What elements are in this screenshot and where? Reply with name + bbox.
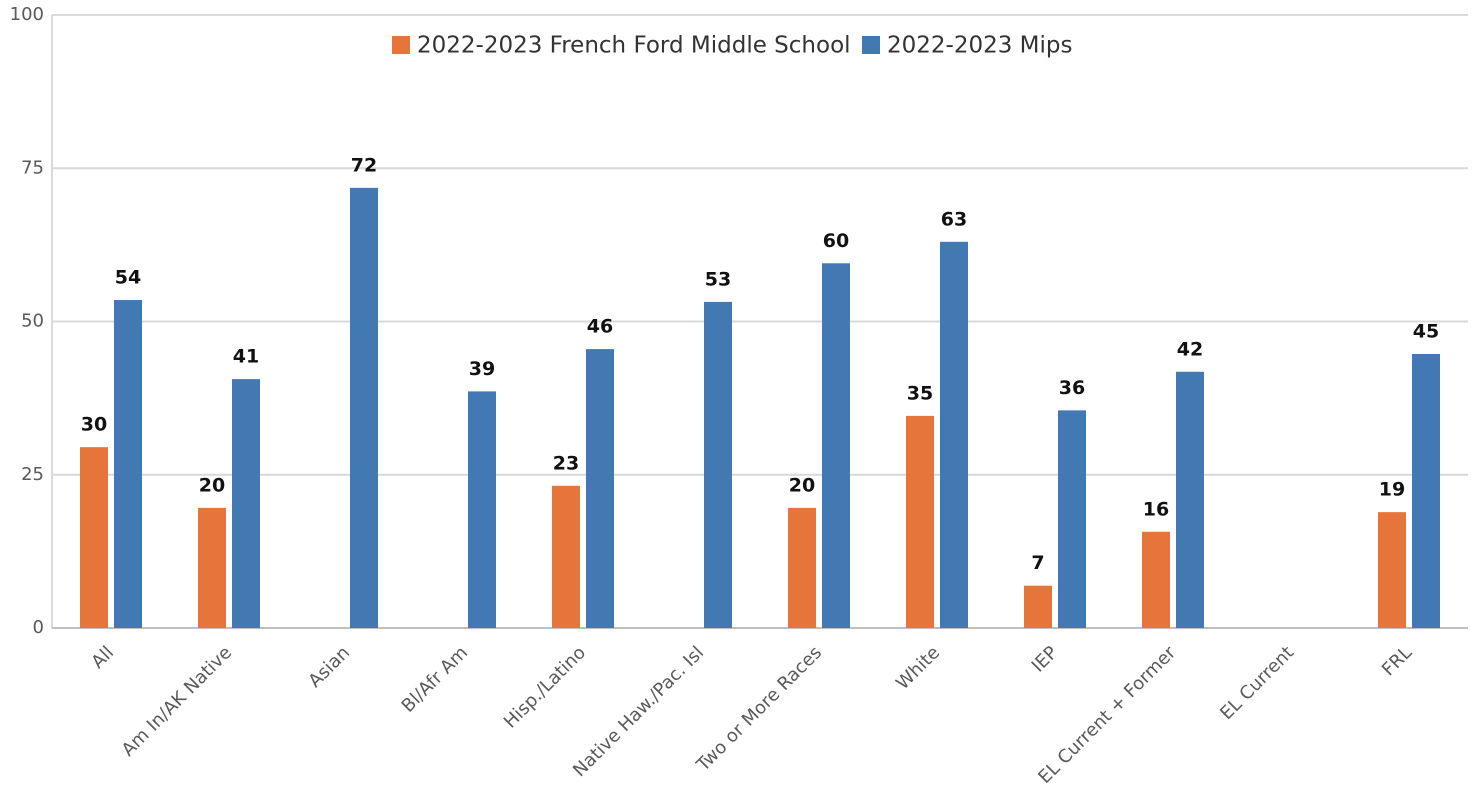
x-tick-label: All	[87, 642, 118, 673]
bar	[80, 447, 108, 628]
bar	[350, 187, 378, 628]
data-label: 20	[199, 474, 225, 496]
bar	[1058, 410, 1086, 628]
data-label: 35	[907, 382, 933, 404]
bar	[1378, 512, 1406, 628]
x-tick-label: Native Haw./Pac. Isl	[569, 642, 708, 781]
data-label: 42	[1177, 338, 1203, 360]
bar	[822, 263, 850, 628]
data-label: 7	[1031, 552, 1044, 574]
bar	[1024, 585, 1052, 628]
data-label: 53	[705, 268, 731, 290]
bar	[1176, 371, 1204, 628]
data-label: 20	[789, 474, 815, 496]
x-tick-label: Two or More Races	[692, 642, 826, 776]
y-tick-label: 25	[21, 464, 44, 485]
bar	[906, 415, 934, 628]
bar	[232, 379, 260, 628]
data-label: 39	[469, 358, 495, 380]
bar	[586, 349, 614, 628]
data-label: 63	[941, 208, 967, 230]
data-label: 16	[1143, 498, 1169, 520]
legend-swatch	[862, 36, 880, 54]
data-label: 19	[1379, 479, 1405, 501]
x-tick-label: Hisp./Latino	[500, 642, 590, 732]
y-tick-label: 100	[10, 4, 44, 25]
x-tick-label: White	[892, 642, 944, 694]
data-label: 36	[1059, 377, 1085, 399]
data-label: 60	[823, 230, 849, 252]
data-label: 30	[81, 414, 107, 436]
data-label: 72	[351, 154, 377, 176]
legend-swatch	[392, 36, 410, 54]
bar	[114, 300, 142, 628]
y-tick-label: 75	[21, 157, 44, 178]
bar	[704, 301, 732, 628]
y-tick-label: 50	[21, 311, 44, 332]
data-label: 23	[553, 452, 579, 474]
bar	[552, 485, 580, 628]
x-tick-label: FRL	[1378, 642, 1416, 680]
data-label: 41	[233, 346, 259, 368]
data-label: 46	[587, 316, 613, 338]
x-tick-label: Am In/AK Native	[118, 642, 236, 760]
x-tick-label: EL Current	[1216, 642, 1298, 724]
bar	[468, 391, 496, 628]
bar	[1142, 531, 1170, 628]
data-label: 45	[1413, 320, 1439, 342]
data-label: 54	[115, 267, 141, 289]
bar	[198, 507, 226, 628]
x-tick-label: IEP	[1028, 642, 1062, 676]
y-tick-label: 0	[33, 617, 44, 638]
bar	[940, 241, 968, 628]
legend-label: 2022-2023 French Ford Middle School	[417, 33, 851, 59]
legend-label: 2022-2023 Mips	[887, 33, 1073, 59]
x-tick-label: EL Current + Former	[1034, 642, 1180, 788]
x-tick-label: Asian	[304, 642, 354, 692]
bar	[788, 507, 816, 628]
bar	[1412, 353, 1440, 628]
x-tick-label: Bl/Afr Am	[398, 642, 473, 717]
